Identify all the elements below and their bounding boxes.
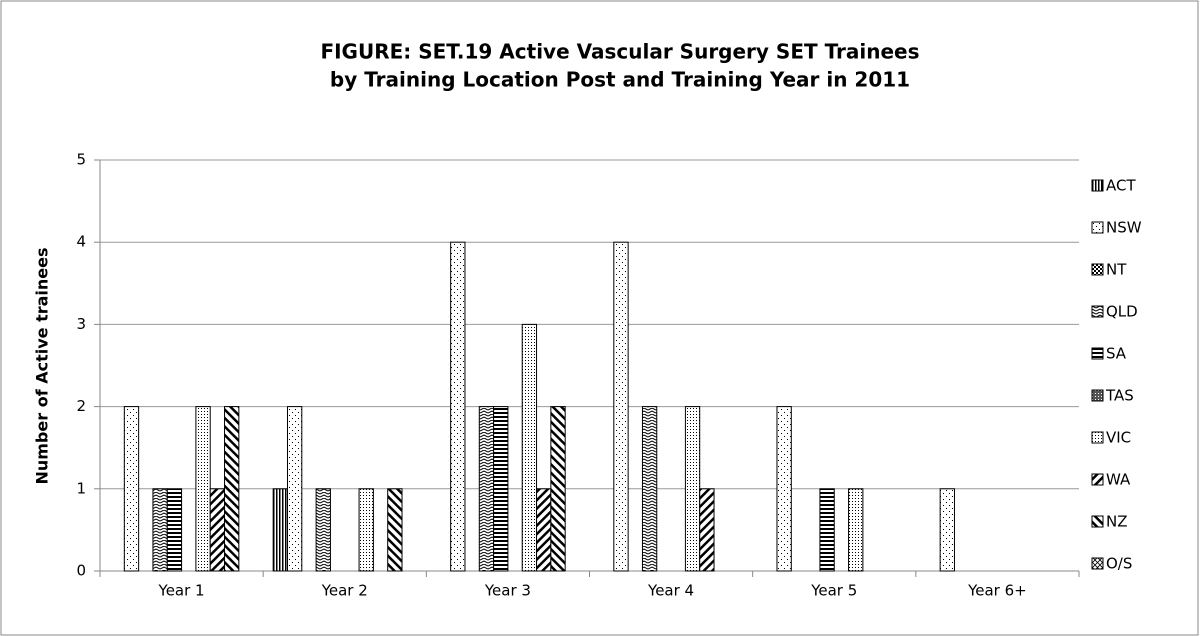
legend-swatch (1091, 557, 1104, 570)
bar (152, 488, 168, 572)
bar (776, 406, 792, 572)
bar (224, 406, 240, 572)
x-tick-label: Year 1 (158, 582, 205, 600)
bar (939, 488, 955, 572)
bar (195, 406, 211, 572)
chart-title: by Training Location Post and Training Y… (330, 68, 910, 92)
bar (450, 241, 466, 572)
bar (272, 488, 288, 572)
x-tick-label: Year 5 (810, 582, 857, 600)
legend-swatch (1091, 347, 1104, 360)
legend-swatch (1091, 179, 1104, 192)
bar (613, 241, 629, 572)
legend-swatch (1091, 389, 1104, 402)
y-tick-label: 1 (76, 479, 86, 497)
legend-label: VIC (1106, 429, 1131, 447)
bar (521, 323, 538, 572)
legend-swatch (1091, 263, 1104, 276)
bar (641, 406, 658, 572)
bar (286, 406, 303, 572)
bar (123, 406, 140, 572)
legend-swatch (1091, 305, 1104, 318)
legend-label: ACT (1106, 177, 1136, 195)
legend-label: QLD (1106, 303, 1138, 321)
legend-swatch (1091, 221, 1104, 234)
bar (684, 406, 701, 572)
legend-swatch (1091, 473, 1104, 486)
bar (550, 406, 566, 572)
bar (493, 406, 509, 572)
legend-label: SA (1106, 345, 1127, 363)
legend-label: O/S (1106, 555, 1132, 573)
legend-label: TAS (1105, 387, 1134, 405)
bar (819, 488, 835, 572)
x-tick-label: Year 4 (647, 582, 694, 600)
y-tick-label: 2 (76, 397, 86, 415)
y-axis-label: Number of Active trainees (33, 247, 52, 484)
legend-label: NSW (1106, 219, 1142, 237)
chart-title: FIGURE: SET.19 Active Vascular Surgery S… (320, 40, 919, 64)
legend-swatch (1091, 515, 1104, 528)
legend-label: NZ (1106, 513, 1128, 531)
bar (315, 488, 331, 572)
bar (478, 406, 495, 572)
y-tick-label: 5 (76, 151, 86, 169)
bar (358, 488, 374, 572)
x-tick-label: Year 2 (321, 582, 368, 600)
bar (699, 488, 715, 572)
legend-label: NT (1106, 261, 1127, 279)
y-tick-label: 4 (76, 233, 86, 251)
bar (536, 488, 552, 572)
bar (166, 488, 183, 572)
y-tick-label: 3 (76, 315, 86, 333)
bar (387, 488, 403, 572)
x-tick-label: Year 6+ (967, 582, 1027, 600)
bar (209, 488, 226, 572)
y-tick-label: 0 (76, 562, 86, 580)
x-tick-label: Year 3 (484, 582, 531, 600)
legend-label: WA (1106, 471, 1131, 489)
bar (848, 488, 864, 572)
legend-swatch (1091, 431, 1104, 444)
